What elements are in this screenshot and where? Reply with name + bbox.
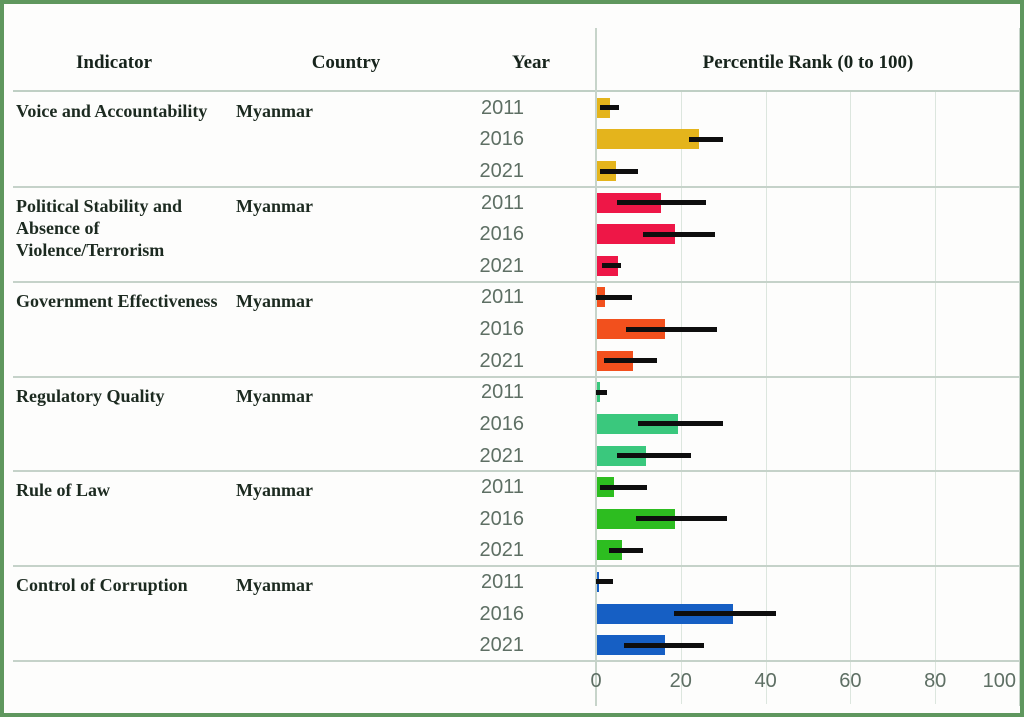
error-bar-2011	[600, 484, 647, 490]
country-cell: Myanmar	[236, 385, 313, 406]
indicator-label-line: Violence/Terrorism	[16, 239, 165, 260]
group-separator-line	[13, 280, 1020, 283]
year-cell-2016: 2016	[479, 412, 525, 435]
indicator-label-line: Political Stability and	[16, 195, 183, 216]
percentile-bar-2016	[597, 603, 733, 624]
country-cell: Myanmar	[236, 101, 313, 121]
year-cell-2016: 2016	[479, 507, 525, 530]
year-cell-2021: 2021	[479, 634, 525, 657]
year-cell-2011: 2011	[480, 570, 524, 593]
year-cell-2011: 2011	[480, 96, 524, 119]
country-cell: Myanmar	[236, 480, 313, 501]
indicator-label-line: Rule of Law	[16, 480, 110, 501]
year-cell-2021: 2021	[479, 539, 525, 562]
percentile-bar-2016	[597, 224, 676, 245]
indicator-label: Regulatory Quality	[16, 385, 234, 407]
error-bar-2016	[642, 231, 715, 237]
group-separator-line	[13, 565, 1020, 568]
error-bar-2021	[608, 547, 643, 553]
indicator-label: Government Effectiveness	[16, 290, 234, 312]
error-bar-2011	[600, 105, 620, 111]
indicator-label: Control of Corruption	[16, 574, 234, 596]
x-tick-label-20: 20	[669, 670, 692, 692]
column-header-percentile-rank: Percentile Rank (0 to 100)	[702, 52, 914, 73]
column-header-year: Year	[512, 52, 550, 73]
error-bar-2016	[636, 516, 728, 522]
indicator-label-line: Absence of	[16, 217, 100, 238]
indicator-label-line: Regulatory Quality	[16, 385, 165, 406]
year-cell-2016: 2016	[479, 602, 525, 625]
error-bar-2011	[596, 389, 607, 395]
x-tick-label-40: 40	[754, 670, 777, 692]
country-cell: Myanmar	[236, 290, 313, 311]
x-tick-label-0: 0	[590, 670, 602, 692]
indicator-label: Rule of Law	[16, 479, 234, 501]
indicator-label: Voice and Accountability	[16, 100, 234, 122]
error-bar-2011	[617, 200, 707, 206]
error-bar-2016	[689, 136, 724, 142]
year-cell-2016: 2016	[479, 223, 525, 246]
group-separator-line	[13, 375, 1020, 378]
error-bar-2016	[638, 421, 724, 427]
percentile-bar-2016	[597, 413, 678, 434]
vertical-gridline-40	[765, 92, 767, 704]
percentile-bar-2016	[597, 129, 699, 150]
error-bar-2021	[623, 642, 705, 648]
year-cell-2016: 2016	[479, 318, 525, 341]
error-bar-2016	[625, 326, 717, 332]
error-bar-2011	[596, 579, 613, 585]
error-bar-2011	[596, 294, 633, 300]
year-cell-2011: 2011	[480, 381, 524, 404]
indicator-label-line: Voice and Accountability	[16, 101, 208, 121]
error-bar-2021	[602, 263, 622, 269]
indicator-label: Political Stability and Absence of Violenc…	[16, 195, 234, 261]
year-cell-2011: 2011	[480, 476, 524, 499]
group-separator-line	[13, 470, 1020, 473]
year-cell-2021: 2021	[479, 254, 525, 277]
country-cell: Myanmar	[236, 575, 313, 596]
percentile-bar-2016	[597, 508, 676, 529]
year-cell-2016: 2016	[479, 128, 525, 151]
indicator-label-line: Control of Corruption	[16, 575, 188, 596]
year-cell-2011: 2011	[480, 286, 524, 309]
x-tick-label-80: 80	[924, 670, 947, 692]
plot-right-border-line	[1019, 28, 1020, 706]
vertical-gridline-80	[935, 92, 937, 704]
error-bar-2016	[674, 611, 777, 617]
error-bar-2021	[600, 168, 639, 174]
year-cell-2021: 2021	[479, 349, 525, 372]
vertical-gridline-20	[680, 92, 682, 704]
x-tick-label-60: 60	[839, 670, 862, 692]
header-separator-line	[13, 90, 1020, 92]
group-separator-line	[13, 185, 1020, 188]
country-cell: Myanmar	[236, 195, 313, 216]
indicator-label-line: Government Effectiveness	[16, 290, 218, 311]
year-cell-2011: 2011	[480, 191, 524, 214]
column-header-indicator: Indicator	[76, 52, 152, 73]
year-cell-2021: 2021	[479, 160, 525, 183]
x-tick-label-100: 100	[982, 670, 1016, 692]
x-axis-line	[13, 660, 1020, 662]
year-cell-2021: 2021	[479, 444, 525, 467]
vertical-gridline-60	[850, 92, 852, 704]
error-bar-2021	[617, 453, 692, 459]
plot-left-axis-line	[595, 28, 597, 706]
error-bar-2021	[604, 358, 658, 364]
column-header-country: Country	[311, 52, 381, 73]
